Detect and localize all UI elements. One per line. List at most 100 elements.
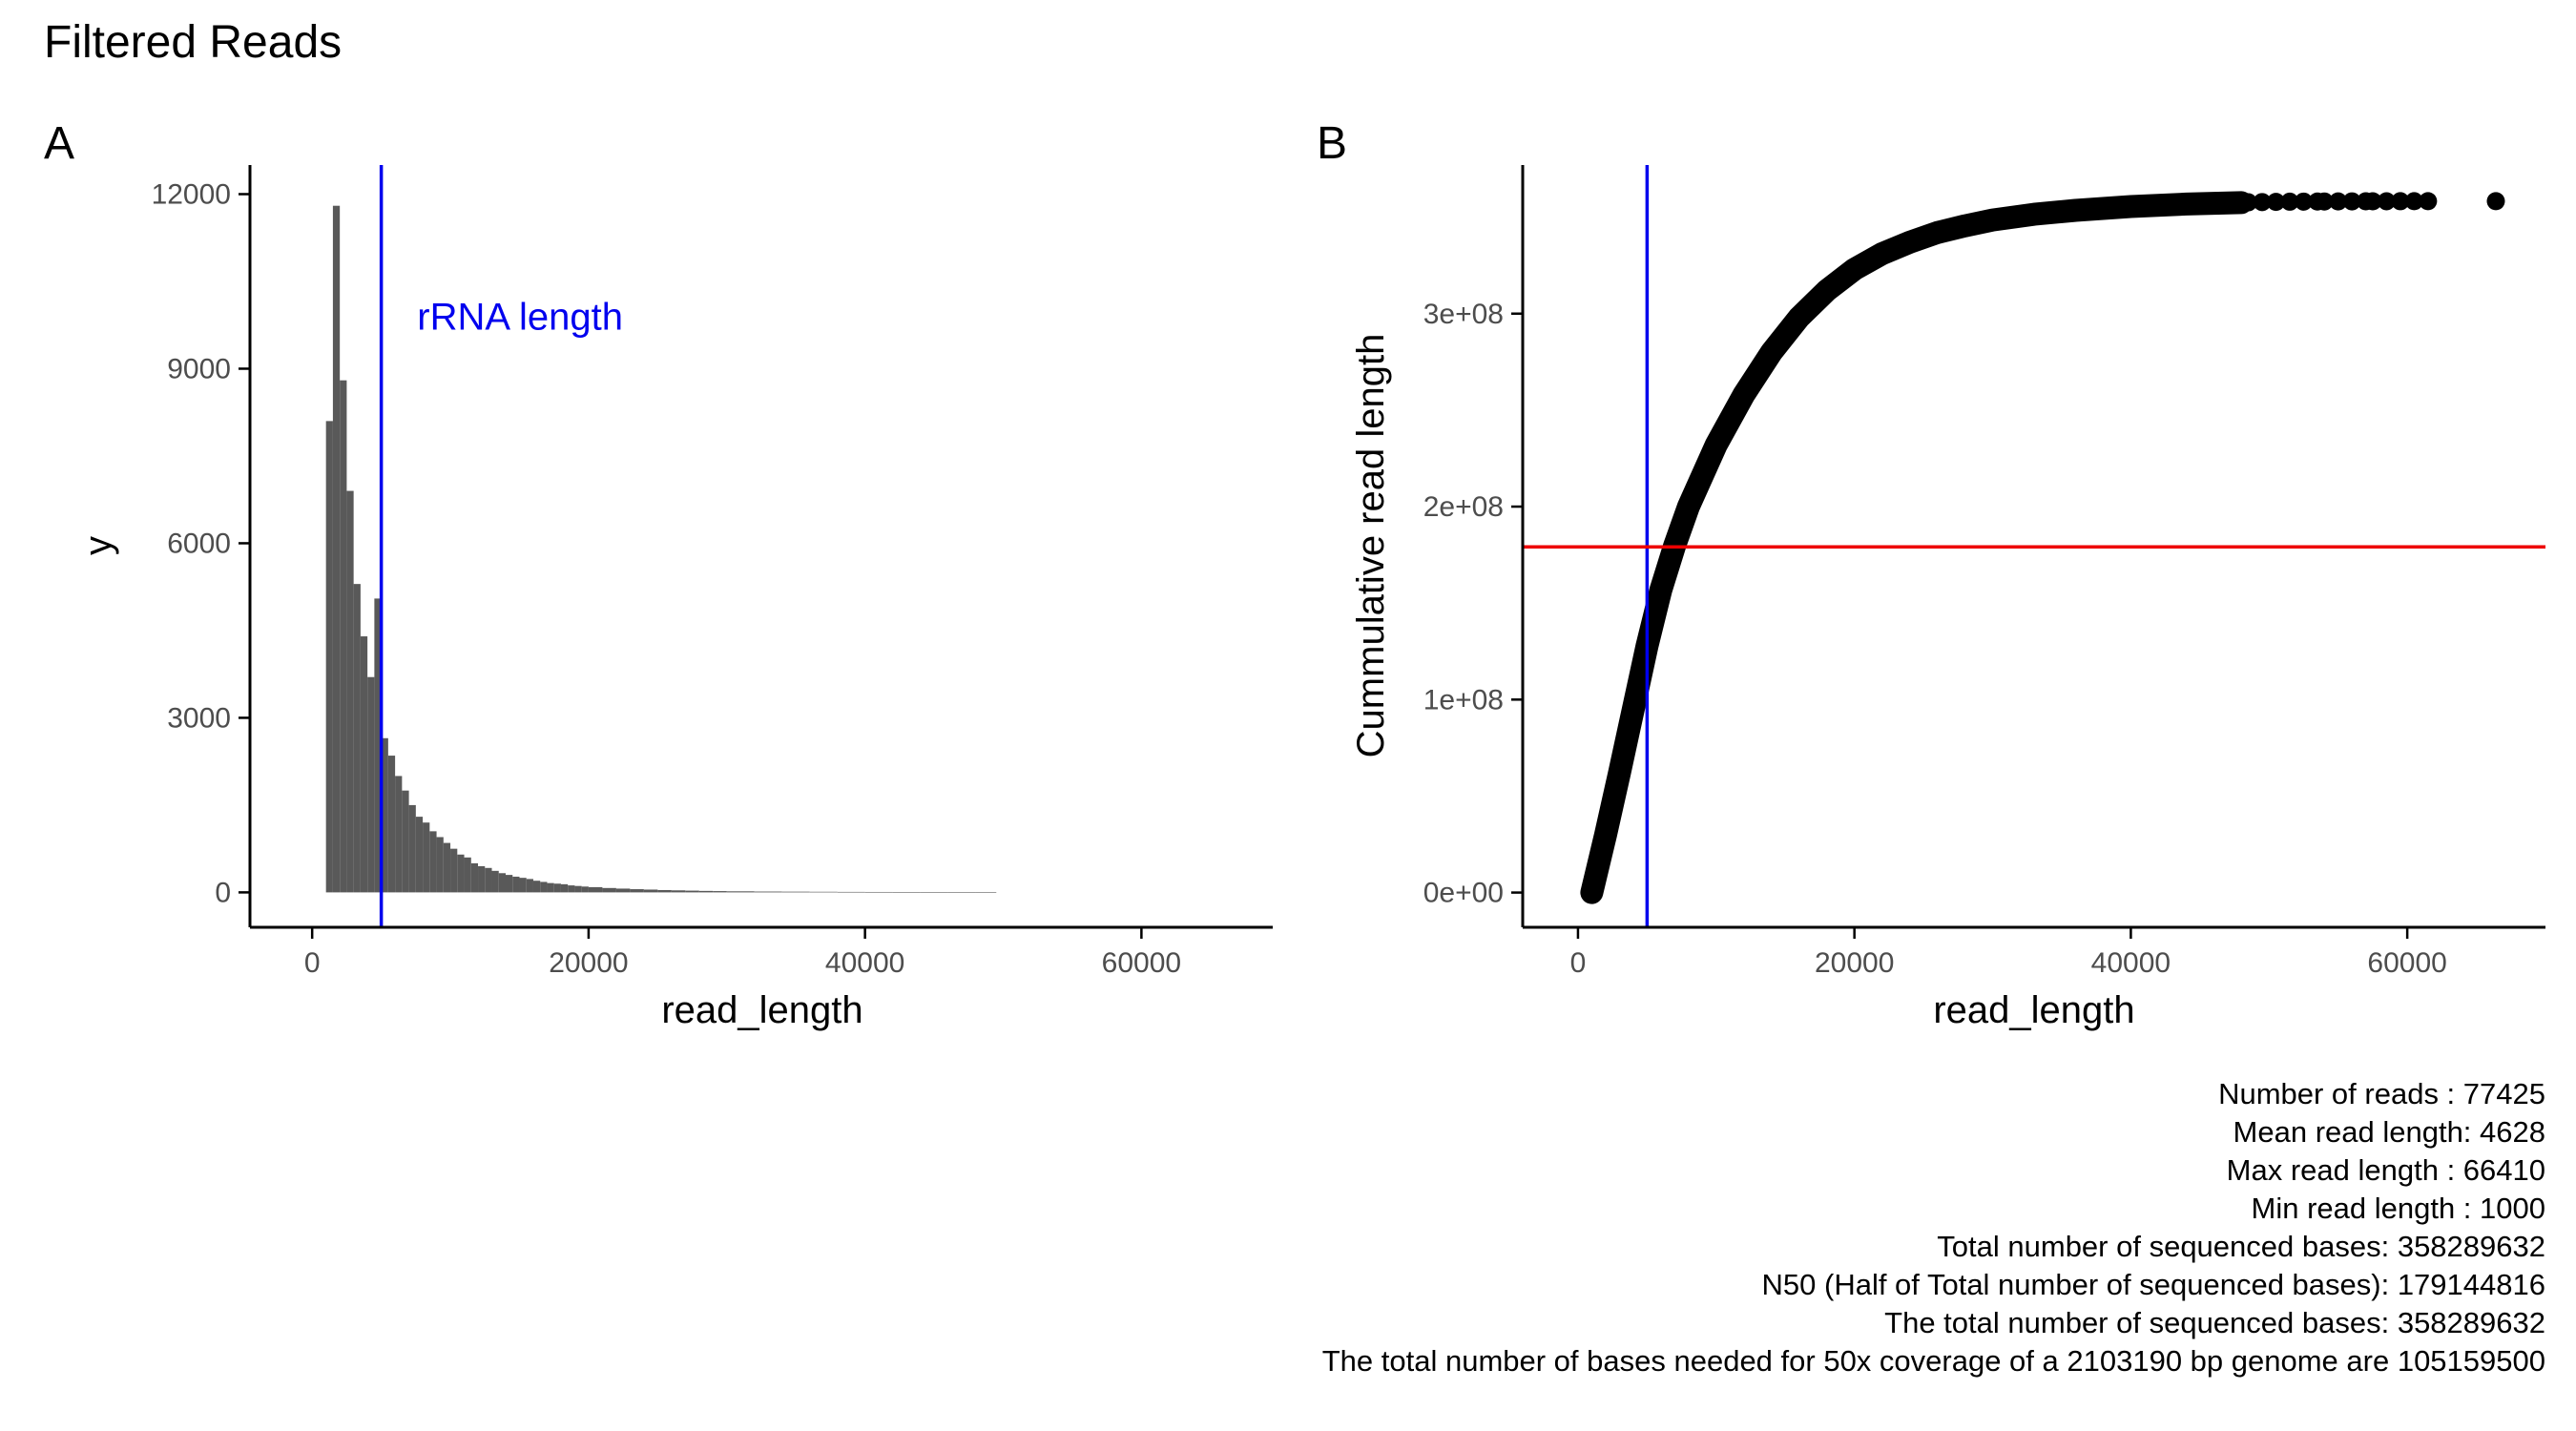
panel-a-tag: A [44, 118, 74, 169]
panel-a-x-tick-label: 0 [304, 947, 321, 979]
histogram-bar [506, 875, 513, 893]
histogram-bar [615, 888, 631, 893]
histogram-bar [540, 881, 548, 893]
cumulative-point [2419, 192, 2438, 211]
histogram-bar [374, 598, 382, 893]
panel-b-x-tick-label: 60000 [2367, 947, 2446, 979]
stat-total-bases: Total number of sequenced bases: 3582896… [1937, 1230, 2545, 1263]
histogram-bar [457, 854, 465, 893]
summary-stats: Number of reads : 77425 Mean read length… [1322, 1077, 2545, 1378]
histogram-bar [325, 421, 333, 893]
stat-mean-read-length: Mean read length: 4628 [2233, 1115, 2545, 1149]
panel-a-axes: 0 20000 40000 60000 0 3000 6000 9000 12000 [152, 165, 1273, 979]
cumulative-point [2253, 193, 2272, 212]
histogram-bar [547, 882, 554, 893]
histogram-bar [387, 756, 396, 893]
histogram-bar [713, 891, 727, 893]
histogram-bar [671, 890, 686, 893]
histogram-bar [726, 891, 755, 893]
histogram-bar [485, 867, 492, 893]
histogram-bar [643, 889, 658, 893]
histogram-bar [346, 490, 354, 893]
panel-a-x-tick-label: 40000 [825, 947, 904, 979]
cumulative-point [2404, 192, 2423, 211]
histogram-bar [657, 889, 672, 893]
panel-b-cumulative: B 0 20000 40000 60000 0e+00 1e+08 2e+08 3e+08 r… [1317, 118, 2545, 1031]
histogram-bar [491, 870, 499, 893]
histogram-bar [630, 889, 644, 893]
cumulative-point [2342, 192, 2361, 211]
panel-b-y-tick-label: 1e+08 [1423, 684, 1504, 716]
histogram-bar [367, 676, 375, 893]
histogram-bar [581, 886, 589, 893]
panel-b-x-tick-label: 0 [1570, 947, 1587, 979]
panel-a-x-tick-label: 60000 [1102, 947, 1181, 979]
histogram-bar [602, 887, 616, 893]
histogram-bar [381, 737, 388, 893]
histogram-bar [809, 891, 838, 893]
panel-b-axes: 0 20000 40000 60000 0e+00 1e+08 2e+08 3e+08 [1423, 165, 2545, 979]
histogram-bar [532, 881, 541, 893]
histogram-bar [353, 584, 361, 893]
panel-b-y-tick-label: 2e+08 [1423, 491, 1504, 523]
histogram-bar [698, 890, 714, 893]
histogram-bar [512, 876, 520, 893]
histogram-bar [408, 804, 416, 893]
histogram-bar [360, 636, 368, 893]
histogram-bar [975, 892, 997, 893]
histogram-bar [568, 885, 575, 893]
stat-max-read-length: Max read length : 66410 [2227, 1153, 2545, 1187]
panel-b-x-tick-label: 20000 [1815, 947, 1894, 979]
panel-b-y-axis-title: Cummulative read length [1350, 334, 1392, 758]
histogram-bar [560, 883, 569, 893]
panel-b-y-tick-label: 0e+00 [1423, 878, 1504, 909]
panel-b-tag: B [1317, 118, 1347, 169]
cumulative-point [2267, 193, 2286, 212]
histogram-bar [464, 857, 471, 893]
panel-b-reference-lines [1523, 165, 2545, 927]
histogram-bar [423, 822, 430, 893]
stat-total-bases-repeat: The total number of sequenced bases: 358… [1884, 1306, 2545, 1339]
panel-a-y-tick-label: 9000 [167, 353, 231, 384]
panel-a-y-tick-label: 3000 [167, 702, 231, 734]
rrna-length-label: rRNA length [417, 297, 623, 339]
cumulative-curve-line [1580, 191, 2254, 904]
panel-b-x-axis-title: read_length [1933, 989, 2134, 1031]
panel-b-y-tick-label: 3e+08 [1423, 299, 1504, 330]
cumulative-point [2391, 192, 2410, 211]
histogram-bar [920, 892, 948, 893]
histogram-bar [478, 865, 486, 893]
panel-a-y-axis-title: y [77, 536, 119, 555]
histogram-bar [402, 790, 409, 893]
cumulative-point [2239, 193, 2258, 212]
panel-a-y-tick-label: 12000 [152, 178, 231, 210]
cumulative-curve [1580, 191, 2254, 904]
histogram-bar [340, 380, 347, 893]
figure-title: Filtered Reads [44, 17, 342, 68]
histogram-bar [498, 873, 506, 893]
cumulative-point [2377, 192, 2396, 211]
histogram-bar [526, 879, 533, 893]
cumulative-point [2315, 192, 2334, 211]
histogram-bar [429, 831, 437, 893]
histogram-bar [332, 205, 341, 893]
histogram-bar [588, 886, 603, 893]
cumulative-point [2329, 192, 2348, 211]
panel-b-x-tick-label: 40000 [2091, 947, 2171, 979]
cumulative-point [2280, 192, 2299, 211]
cumulative-point [2294, 192, 2313, 211]
stat-n50: N50 (Half of Total number of sequenced b… [1762, 1268, 2545, 1301]
histogram-bar [436, 837, 444, 893]
stat-coverage-needed: The total number of bases needed for 50x… [1322, 1344, 2545, 1378]
stat-number-of-reads: Number of reads : 77425 [2218, 1077, 2545, 1110]
histogram-bar [864, 891, 893, 893]
panel-a-y-tick-label: 0 [215, 877, 231, 908]
histogram-bar [892, 892, 921, 893]
histogram-bar [781, 891, 810, 893]
histogram-bar [837, 891, 865, 893]
cumulative-point [2363, 192, 2382, 211]
histogram-bar [685, 890, 699, 893]
histogram-bar [415, 817, 424, 893]
histogram-bar [450, 848, 458, 893]
